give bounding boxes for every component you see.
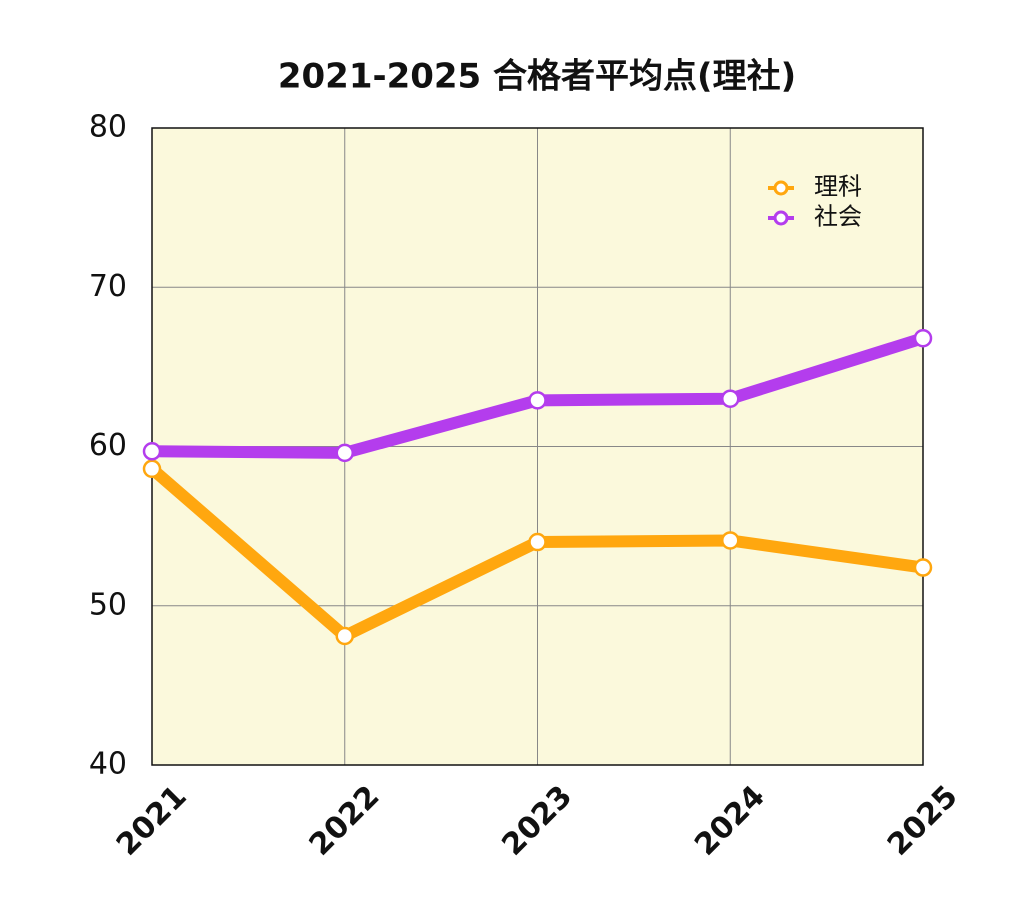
y-tick-label: 60	[89, 428, 127, 463]
data-point	[142, 442, 162, 461]
data-point	[528, 532, 547, 552]
data-point	[913, 558, 933, 577]
y-tick-label: 80	[89, 110, 127, 145]
chart-title: 2021-2025 合格者平均点(理社)	[278, 57, 796, 97]
legend-marker	[773, 210, 789, 226]
x-tick-label: 2023	[495, 779, 579, 863]
data-point	[721, 531, 740, 550]
x-tick-label: 2022	[303, 779, 387, 863]
y-tick-label: 50	[89, 587, 127, 622]
data-point	[721, 389, 740, 408]
x-tick-label: 2024	[688, 779, 772, 863]
x-tick-label: 2025	[881, 779, 965, 863]
legend-label: 理科	[814, 173, 862, 201]
y-tick-label: 40	[89, 747, 127, 782]
data-point	[335, 443, 354, 463]
data-point	[528, 391, 547, 410]
y-tick-label: 70	[89, 269, 127, 304]
data-point	[913, 328, 933, 348]
legend-marker	[773, 180, 789, 196]
legend-label: 社会	[814, 203, 862, 231]
data-point	[142, 459, 162, 479]
x-tick-label: 2021	[110, 779, 194, 863]
data-point	[335, 626, 354, 646]
